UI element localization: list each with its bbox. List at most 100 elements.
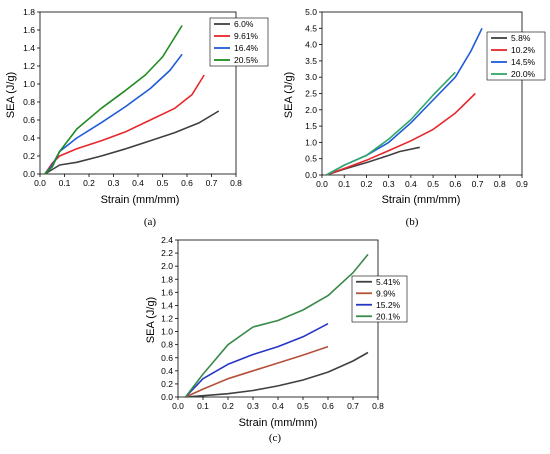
y-tick-label: 3.5 xyxy=(305,56,317,66)
x-tick-label: 0.3 xyxy=(383,179,395,189)
x-tick-label: 0.7 xyxy=(472,179,484,189)
legend-label: 6.0% xyxy=(234,19,254,29)
series-line-20.1% xyxy=(184,253,369,398)
y-tick-label: 4.0 xyxy=(305,40,317,50)
x-tick-label: 0.6 xyxy=(181,178,193,188)
y-tick-label: 1.8 xyxy=(161,274,173,284)
y-tick-label: 0.6 xyxy=(161,353,173,363)
legend-label: 9.9% xyxy=(376,288,396,298)
series-line-20.0% xyxy=(326,71,456,176)
y-tick-label: 0.0 xyxy=(161,392,173,402)
legend-label: 5.41% xyxy=(376,277,401,287)
y-tick-label: 1.5 xyxy=(305,121,317,131)
y-tick-label: 0.8 xyxy=(161,340,173,350)
series-line-9.61% xyxy=(44,74,205,175)
y-tick-label: 1.0 xyxy=(161,327,173,337)
y-tick-label: 0.0 xyxy=(23,169,35,179)
legend-box xyxy=(351,275,408,323)
y-tick-label: 0.5 xyxy=(305,154,317,164)
plot-frame xyxy=(177,239,379,398)
x-tick-label: 0.6 xyxy=(449,179,461,189)
chart-2: 0.0 0.1 0.2 0.3 0.4 0.5 0.6 0.7 0.8 0.0 0.2 0.4 0.6 0… xyxy=(145,235,408,444)
plot-frame xyxy=(39,11,237,175)
y-tick-label: 0.8 xyxy=(23,97,35,107)
x-axis-title: Strain (mm/mm) xyxy=(382,194,461,206)
y-tick-label: 1.0 xyxy=(305,137,317,147)
y-tick-label: 1.4 xyxy=(161,300,173,310)
x-tick-label: 0.8 xyxy=(494,179,506,189)
chart-0: 0.0 0.1 0.2 0.3 0.4 0.5 0.6 0.7 0.8 0.0 0.2 0.4 0.6 0… xyxy=(5,7,269,228)
x-tick-label: 0.7 xyxy=(206,178,218,188)
x-tick-label: 0.1 xyxy=(59,178,71,188)
x-tick-label: 0.5 xyxy=(427,179,439,189)
y-tick-label: 5.0 xyxy=(305,7,317,17)
legend-label: 16.4% xyxy=(234,43,259,53)
x-tick-label: 0.2 xyxy=(83,178,95,188)
series-line-14.5% xyxy=(326,27,483,176)
y-tick-label: 0.2 xyxy=(161,379,173,389)
x-tick-label: 0.1 xyxy=(197,401,209,411)
x-tick-label: 0.4 xyxy=(405,179,417,189)
x-tick-label: 0.9 xyxy=(516,179,528,189)
legend-label: 20.0% xyxy=(511,69,536,79)
y-tick-label: 0.2 xyxy=(23,151,35,161)
series-line-6.0% xyxy=(44,110,220,175)
x-axis-title: Strain (mm/mm) xyxy=(239,417,318,429)
y-tick-label: 0.6 xyxy=(23,115,35,125)
y-tick-label: 2.0 xyxy=(305,105,317,115)
legend-box xyxy=(209,17,269,67)
legend-label: 9.61% xyxy=(234,31,259,41)
legend-label: 14.5% xyxy=(511,57,536,67)
legend-label: 15.2% xyxy=(376,300,401,310)
legend-label: 5.8% xyxy=(511,33,531,43)
x-tick-label: 0.4 xyxy=(132,178,144,188)
series-line-15.2% xyxy=(184,322,329,398)
x-tick-label: 0.1 xyxy=(338,179,350,189)
y-tick-label: 3.0 xyxy=(305,72,317,82)
series-line-20.5% xyxy=(44,25,183,175)
y-tick-label: 1.8 xyxy=(23,7,35,17)
x-tick-label: 0.8 xyxy=(230,178,242,188)
y-tick-label: 2.0 xyxy=(161,261,173,271)
x-axis-title: Strain (mm/mm) xyxy=(101,194,180,206)
y-axis-title: SEA (J/g) xyxy=(5,72,17,118)
panel-caption: (b) xyxy=(406,216,419,228)
y-tick-label: 0.4 xyxy=(161,366,173,376)
x-tick-label: 0.4 xyxy=(272,401,284,411)
legend-label: 10.2% xyxy=(511,45,536,55)
y-tick-label: 1.2 xyxy=(23,61,35,71)
x-tick-label: 0.0 xyxy=(172,401,184,411)
chart-1: 0.0 0.1 0.2 0.3 0.4 0.5 0.6 0.7 0.8 0.9 0.0 0.5 1.0 1… xyxy=(283,7,546,228)
x-tick-label: 0.3 xyxy=(108,178,120,188)
x-tick-label: 0.7 xyxy=(347,401,359,411)
y-tick-label: 1.6 xyxy=(161,287,173,297)
x-tick-label: 0.2 xyxy=(222,401,234,411)
y-axis-title: SEA (J/g) xyxy=(145,297,157,343)
y-tick-label: 0.0 xyxy=(305,170,317,180)
x-tick-label: 0.2 xyxy=(361,179,373,189)
y-axis-title: SEA (J/g) xyxy=(283,72,295,118)
y-tick-label: 2.2 xyxy=(161,248,173,258)
legend-label: 20.5% xyxy=(234,55,259,65)
y-tick-label: 2.4 xyxy=(161,235,173,245)
y-tick-label: 0.4 xyxy=(23,133,35,143)
y-tick-label: 1.0 xyxy=(23,79,35,89)
x-tick-label: 0.5 xyxy=(297,401,309,411)
x-tick-label: 0.6 xyxy=(322,401,334,411)
panel-caption: (a) xyxy=(144,216,157,228)
series-line-9.9% xyxy=(185,345,329,398)
series-line-5.41% xyxy=(185,351,369,398)
x-tick-label: 0.8 xyxy=(372,401,384,411)
y-tick-label: 1.2 xyxy=(161,314,173,324)
y-tick-label: 2.5 xyxy=(305,89,317,99)
x-tick-label: 0.0 xyxy=(316,179,328,189)
panel-caption: (c) xyxy=(269,432,282,444)
y-tick-label: 1.6 xyxy=(23,25,35,35)
x-tick-label: 0.3 xyxy=(247,401,259,411)
x-tick-label: 0.0 xyxy=(34,178,46,188)
x-tick-label: 0.5 xyxy=(157,178,169,188)
y-tick-label: 4.5 xyxy=(305,23,317,33)
legend-label: 20.1% xyxy=(376,311,401,321)
y-tick-label: 1.4 xyxy=(23,43,35,53)
